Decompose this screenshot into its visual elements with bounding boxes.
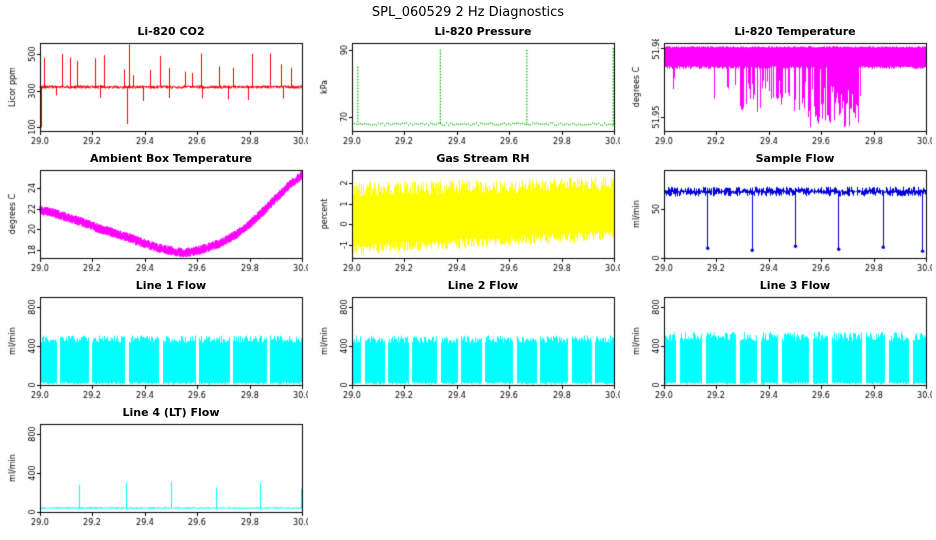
plot-line2-flow	[316, 293, 620, 401]
plot-line1-flow	[4, 293, 308, 401]
panel-title-line1-flow: Line 1 Flow	[135, 279, 207, 292]
panel-line4-lt-flow: Line 4 (LT) Flow	[0, 405, 312, 532]
panel-title-gas-stream-rh: Gas Stream RH	[436, 152, 530, 165]
panel-line2-flow: Line 2 Flow	[312, 278, 624, 405]
plot-ambient-box-temperature	[4, 166, 308, 274]
plot-li820-temperature	[628, 39, 932, 147]
plot-grid: Li-820 CO2 Li-820 Pressure Li-820 Temper…	[0, 24, 936, 532]
panel-title-line2-flow: Line 2 Flow	[447, 279, 519, 292]
panel-li820-co2: Li-820 CO2	[0, 24, 312, 151]
plot-line3-flow	[628, 293, 932, 401]
panel-line3-flow: Line 3 Flow	[624, 278, 936, 405]
panel-title-ambient-box-temperature: Ambient Box Temperature	[90, 152, 252, 165]
panel-title-sample-flow: Sample Flow	[755, 152, 835, 165]
panel-gas-stream-rh: Gas Stream RH	[312, 151, 624, 278]
plot-li820-co2	[4, 39, 308, 147]
plot-gas-stream-rh	[316, 166, 620, 274]
panel-title-li820-pressure: Li-820 Pressure	[434, 25, 532, 38]
plot-sample-flow	[628, 166, 932, 274]
panel-li820-temperature: Li-820 Temperature	[624, 24, 936, 151]
panel-title-li820-temperature: Li-820 Temperature	[734, 25, 856, 38]
panel-li820-pressure: Li-820 Pressure	[312, 24, 624, 151]
panel-title-li820-co2: Li-820 CO2	[137, 25, 205, 38]
panel-title-line3-flow: Line 3 Flow	[759, 279, 831, 292]
panel-line1-flow: Line 1 Flow	[0, 278, 312, 405]
panel-ambient-box-temperature: Ambient Box Temperature	[0, 151, 312, 278]
plot-li820-pressure	[316, 39, 620, 147]
panel-sample-flow: Sample Flow	[624, 151, 936, 278]
page-title: SPL_060529 2 Hz Diagnostics	[371, 5, 565, 20]
plot-line4-lt-flow	[4, 420, 308, 528]
panel-title-line4-lt-flow: Line 4 (LT) Flow	[122, 406, 220, 419]
